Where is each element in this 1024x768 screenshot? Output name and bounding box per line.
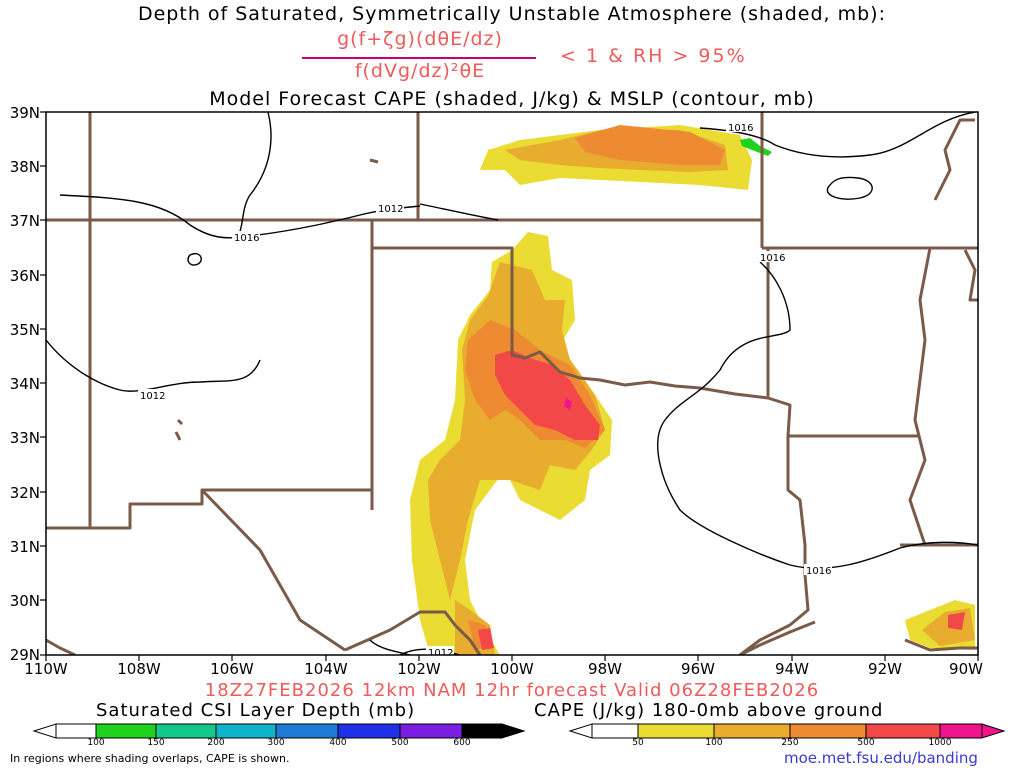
lat-label: 31N xyxy=(9,538,40,556)
formula-denominator: f(dVg/dz)²θE xyxy=(354,60,486,82)
lat-label: 30N xyxy=(9,592,40,610)
cape-colorbar xyxy=(568,723,1006,739)
formula-condition: < 1 & RH > 95% xyxy=(560,45,747,67)
fraction-bar xyxy=(302,57,536,59)
lon-label: 102W xyxy=(397,660,441,678)
csi-tick: 200 xyxy=(207,738,225,748)
csi-tick: 300 xyxy=(267,738,285,748)
csi-tick: 100 xyxy=(87,738,105,748)
lon-label: 98W xyxy=(588,660,622,678)
lon-label: 92W xyxy=(868,660,902,678)
lon-label: 104W xyxy=(304,660,348,678)
csi-colorbar xyxy=(32,723,526,739)
title-line-3: Model Forecast CAPE (shaded, J/kg) & MSL… xyxy=(209,88,815,110)
csi-tick: 150 xyxy=(147,738,165,748)
pressure-label: 1016 xyxy=(728,123,753,134)
csi-colorbar-title: Saturated CSI Layer Depth (mb) xyxy=(96,700,416,721)
pressure-label: 1016 xyxy=(760,253,785,264)
csi-tick: 400 xyxy=(329,738,347,748)
lon-label: 94W xyxy=(775,660,809,678)
lat-label: 36N xyxy=(9,267,40,285)
cape-tick: 50 xyxy=(632,738,644,748)
lat-label: 33N xyxy=(9,429,40,447)
lat-label: 37N xyxy=(9,212,40,230)
lon-label: 110W xyxy=(24,660,68,678)
source-url[interactable]: moe.met.fsu.edu/banding xyxy=(784,749,978,767)
lon-label: 90W xyxy=(949,660,983,678)
lat-label: 32N xyxy=(9,484,40,502)
formula-numerator: g(f+ζg)(dθE/dz) xyxy=(337,28,503,50)
title-line-1: Depth of Saturated, Symmetrically Unstab… xyxy=(137,3,886,25)
pressure-label: 1012 xyxy=(428,648,453,659)
cape-tick: 500 xyxy=(857,738,875,748)
csi-tick: 500 xyxy=(391,738,409,748)
pressure-label: 1016 xyxy=(806,566,831,577)
lat-label: 29N xyxy=(9,646,40,664)
cape-tick: 250 xyxy=(781,738,799,748)
pressure-label: 1012 xyxy=(378,204,403,215)
lat-label: 35N xyxy=(9,321,40,339)
csi-tick: 600 xyxy=(453,738,471,748)
valid-time: 18Z27FEB2026 12km NAM 12hr forecast Vali… xyxy=(204,680,820,701)
lat-label: 39N xyxy=(9,104,40,122)
overlap-note: In regions where shading overlaps, CAPE … xyxy=(10,752,290,765)
lon-label: 96W xyxy=(681,660,715,678)
cape-tick: 1000 xyxy=(928,738,952,748)
lat-label: 38N xyxy=(9,158,40,176)
lon-label: 106W xyxy=(210,660,254,678)
pressure-label: 1012 xyxy=(140,391,165,402)
cape-colorbar-title: CAPE (J/kg) 180-0mb above ground xyxy=(534,700,884,721)
pressure-label: 1016 xyxy=(234,233,259,244)
lon-label: 108W xyxy=(117,660,161,678)
lat-label: 34N xyxy=(9,375,40,393)
cape-tick: 100 xyxy=(705,738,723,748)
lon-label: 100W xyxy=(490,660,534,678)
